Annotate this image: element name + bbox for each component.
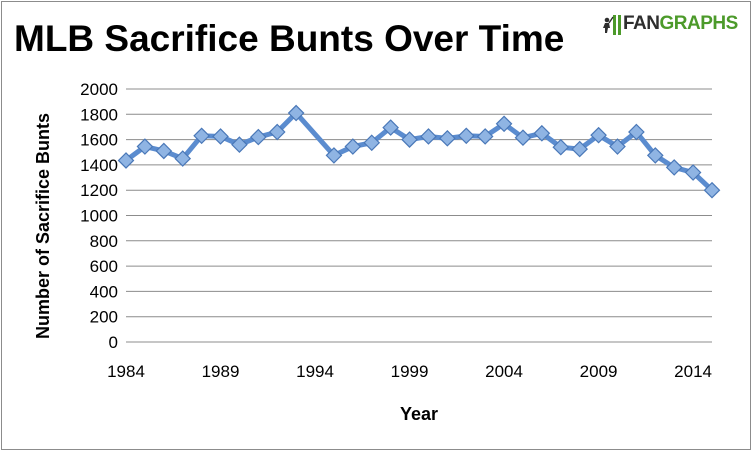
data-point-1997 [363,134,381,152]
data-point-1992 [268,123,286,141]
data-point-2000 [420,128,437,145]
y-tick-label: 2000 [80,80,118,99]
fangraphs-logo-text: FANGRAPHS [623,13,738,34]
fangraphs-batter-icon [600,11,622,37]
data-point-1987 [174,150,192,167]
data-point-2014 [684,164,702,181]
y-tick-label: 1800 [80,105,118,124]
data-point-2008 [571,140,589,158]
series-line [123,110,715,193]
data-point-2002 [457,127,475,145]
x-axis-title: Year [400,404,438,424]
fangraphs-logo: FANGRAPHS [600,10,738,38]
data-point-2005 [514,129,532,147]
data-points [117,104,721,199]
data-point-1995 [325,147,343,164]
y-tick-label: 600 [90,257,118,276]
x-tick-label: 1989 [202,362,240,381]
data-point-2012 [646,147,664,164]
data-point-2006 [533,124,551,142]
y-axis-title: Number of Sacrifice Bunts [33,113,53,339]
data-point-2013 [665,159,683,176]
data-point-2010 [609,138,626,155]
data-point-2011 [628,123,645,141]
data-point-1989 [212,128,229,145]
chart-title: MLB Sacrifice Bunts Over Time [14,18,565,59]
y-tick-labels: 0 200 400 600 800 1000 1200 1400 1600 1800 2000 [80,80,118,352]
data-point-1998 [382,119,399,136]
x-tick-label: 2004 [485,362,523,381]
data-point-2004 [495,115,513,133]
data-point-1985 [136,138,154,155]
y-tick-label: 1200 [80,181,118,200]
data-point-2015 [703,181,721,199]
x-tick-labels: 1984 1989 1994 1999 2004 2009 2014 [107,362,712,381]
data-point-1986 [155,142,173,160]
x-tick-label: 2009 [580,362,618,381]
x-tick-label: 1984 [107,362,145,381]
data-point-2007 [552,138,570,156]
data-point-1988 [193,127,210,145]
data-point-1993 [287,104,305,122]
gridlines [126,88,712,343]
y-tick-label: 1000 [80,207,118,226]
data-point-2001 [439,129,456,147]
y-tick-label: 1600 [80,131,118,150]
x-tick-label: 1994 [296,362,334,381]
data-point-1999 [401,131,418,148]
data-point-2009 [590,126,607,144]
data-point-1996 [344,138,362,155]
y-tick-label: 200 [90,308,118,327]
data-point-1990 [231,136,248,154]
y-tick-label: 800 [90,232,118,251]
y-tick-label: 400 [90,282,118,301]
data-point-1991 [249,128,267,146]
x-tick-label: 2014 [674,362,712,381]
data-point-2003 [476,128,494,145]
x-tick-label: 1999 [391,362,429,381]
y-tick-label: 1400 [80,156,118,175]
data-point-1984 [117,152,135,169]
y-tick-label: 0 [109,333,118,352]
